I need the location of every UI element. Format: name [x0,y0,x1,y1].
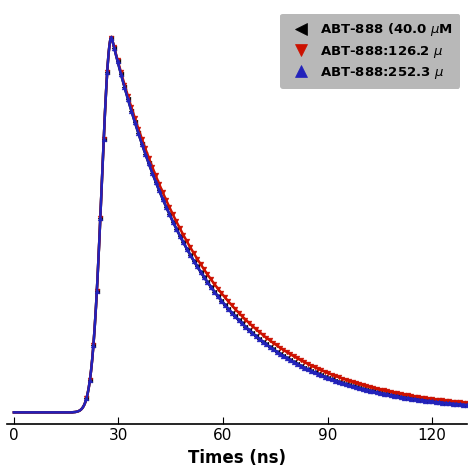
Legend: ABT-888 (40.0 $\mu$M, ABT-888:126.2 $\mu$, ABT-888:252.3 $\mu$: ABT-888 (40.0 $\mu$M, ABT-888:126.2 $\mu… [280,14,460,89]
X-axis label: Times (ns): Times (ns) [188,449,286,467]
